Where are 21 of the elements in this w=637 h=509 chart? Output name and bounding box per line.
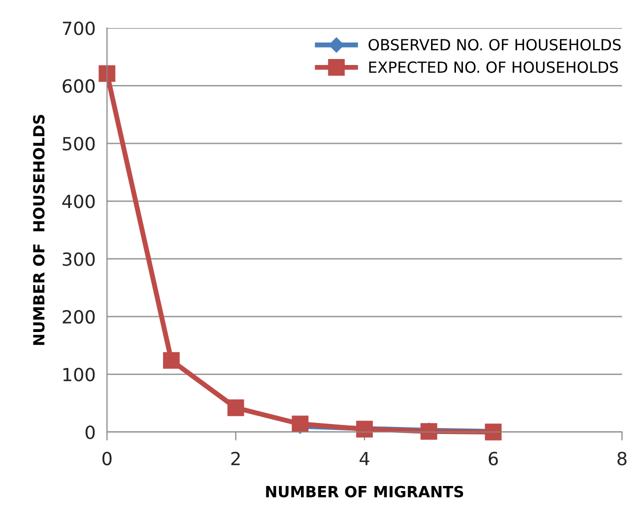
y-tick-label: 600 <box>62 79 95 93</box>
point <box>227 399 244 416</box>
y-tick-label: 500 <box>62 136 95 151</box>
y-tick-label: 300 <box>62 252 95 266</box>
x-tick-label: 8 <box>617 452 627 466</box>
legend-label: OBSERVED NO. OF HOUSEHOLDS <box>368 38 621 51</box>
y-tick-label: 200 <box>62 310 95 324</box>
point <box>163 352 180 369</box>
y-tick-label: 0 <box>86 425 95 440</box>
y-tick-label: 100 <box>63 368 95 382</box>
y-tick-label: 400 <box>62 194 95 208</box>
point <box>98 65 116 82</box>
y-tick-label: 700 <box>62 21 95 36</box>
x-axis-title: NUMBER OF MIGRANTS <box>266 486 464 498</box>
x-tick-label: 2 <box>231 452 240 466</box>
x-tick-label: 6 <box>488 452 498 466</box>
legend-label: EXPECTED NO. OF HOUSEHOLDS <box>369 61 618 73</box>
point <box>292 416 308 432</box>
x-tick-label: 0 <box>102 452 112 466</box>
x-tick-label: 4 <box>360 452 370 466</box>
y-axis-title: NUMBER OF HOUSEHOLDS <box>33 114 45 345</box>
